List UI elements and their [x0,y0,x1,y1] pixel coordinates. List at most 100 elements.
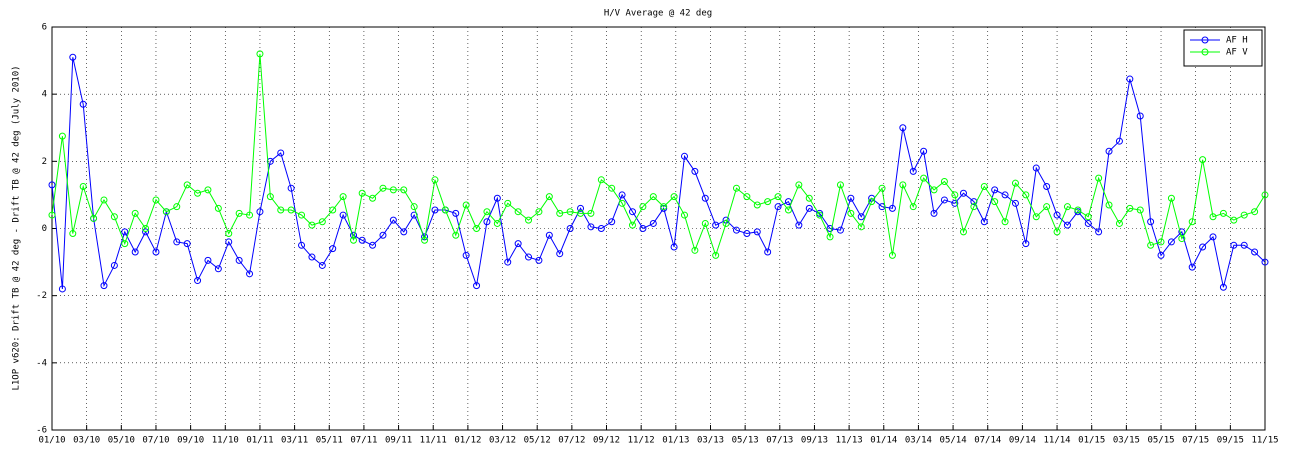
data-point [235,256,243,264]
data-point [670,243,678,251]
data-point [784,206,792,214]
data-point [712,221,720,229]
data-point [566,208,574,216]
data-point [493,219,501,227]
x-tick-label: 03/11 [281,436,308,446]
data-point [577,209,585,217]
data-point [899,181,907,189]
data-point [277,206,285,214]
data-point [48,181,56,189]
data-point [514,208,522,216]
data-point [389,186,397,194]
data-point [959,228,967,236]
x-tick-label: 03/14 [905,436,932,446]
data-point [350,236,358,244]
data-point [878,184,886,192]
data-point [1261,258,1269,266]
data-point [152,248,160,256]
data-point [660,203,668,211]
data-point [836,226,844,234]
data-point [826,233,834,241]
data-point [1001,218,1009,226]
data-point [204,256,212,264]
data-point [888,251,896,259]
data-point [69,53,77,61]
data-point [277,149,285,157]
data-point [816,211,824,219]
x-tick-label: 11/15 [1251,436,1278,446]
data-point [1261,191,1269,199]
data-point [379,231,387,239]
data-point [836,181,844,189]
data-point [920,174,928,182]
data-point [1167,238,1175,246]
data-point [358,236,366,244]
x-tick-label: 07/14 [974,436,1001,446]
data-point [597,176,605,184]
x-tick-label: 11/14 [1044,436,1071,446]
data-point [1188,263,1196,271]
data-point [1095,174,1103,182]
x-tick-label: 11/11 [420,436,447,446]
data-point [535,208,543,216]
data-point [410,203,418,211]
x-tick-label: 01/11 [246,436,273,446]
data-point [909,167,917,175]
data-point [1219,283,1227,291]
data-point [1251,248,1259,256]
data-point [991,186,999,194]
data-point [712,251,720,259]
data-point [358,189,366,197]
data-point [1209,233,1217,241]
data-point [194,277,202,285]
data-point [514,240,522,248]
x-tick-label: 03/13 [697,436,724,446]
x-tick-label: 03/10 [73,436,100,446]
legend-box [1183,29,1263,67]
data-point [649,193,657,201]
x-tick-label: 09/11 [385,436,412,446]
x-tick-label: 05/14 [940,436,967,446]
data-point [204,186,212,194]
y-tick-label: 2 [42,157,47,167]
data-point [1230,241,1238,249]
data-point [525,253,533,261]
y-tick-label: -2 [36,291,47,301]
data-point [110,261,118,269]
x-tick-label: 01/13 [662,436,689,446]
data-point [1178,228,1186,236]
data-point [868,198,876,206]
data-point [1032,213,1040,221]
data-point [1115,137,1123,145]
data-point [1178,235,1186,243]
data-point [1219,209,1227,217]
data-point [732,226,740,234]
data-point [764,248,772,256]
data-point [1074,206,1082,214]
data-point [1063,221,1071,229]
y-tick-label: -6 [36,426,47,436]
data-point [48,211,56,219]
data-point [1126,75,1134,83]
data-point [847,194,855,202]
data-point [287,184,295,192]
data-point [691,246,699,254]
data-point [1053,211,1061,219]
data-point [298,241,306,249]
x-tick-label: 09/13 [801,436,828,446]
data-point [940,177,948,185]
data-point [69,230,77,238]
data-point [100,196,108,204]
data-point [1084,213,1092,221]
y-tick-label: 6 [42,23,47,33]
data-point [473,225,481,232]
data-point [587,209,595,217]
data-point [483,208,491,216]
x-tick-label: 01/14 [870,436,897,446]
data-point [110,213,118,221]
data-point [970,203,978,211]
data-point [389,216,397,224]
data-point [743,193,751,201]
data-point [400,186,408,194]
